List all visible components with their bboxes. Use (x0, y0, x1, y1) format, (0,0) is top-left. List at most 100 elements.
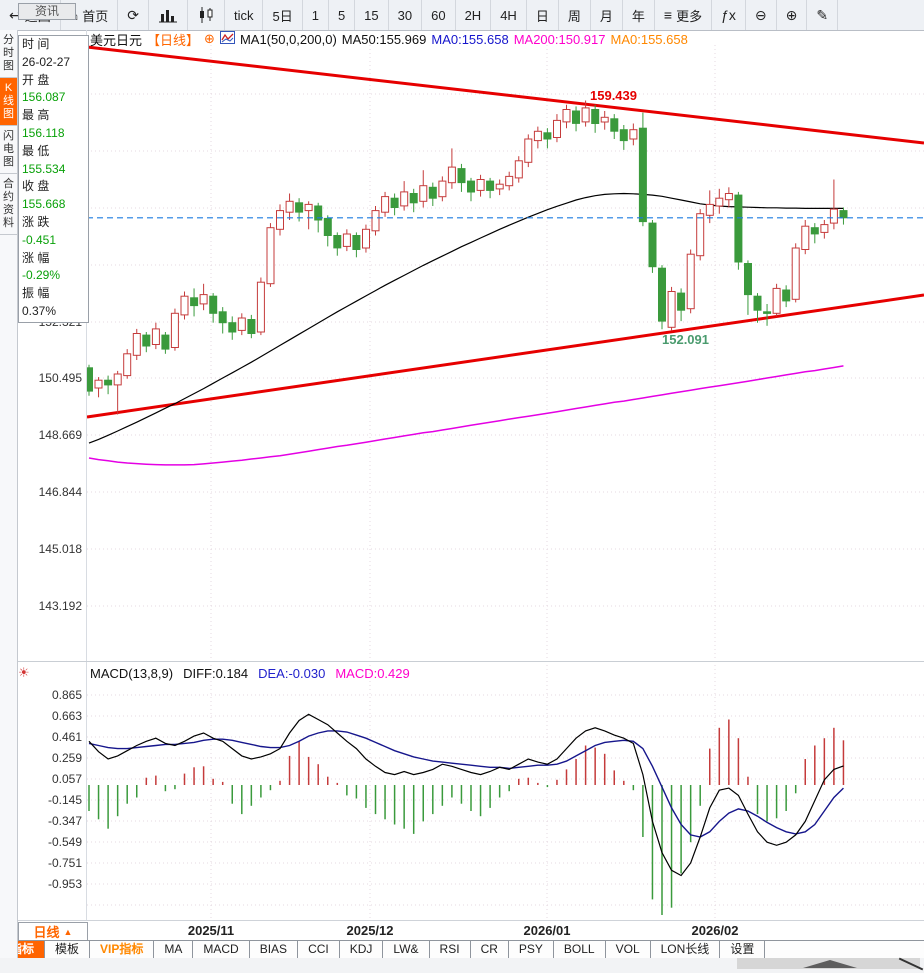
toolbar-item-label: 30 (397, 7, 413, 23)
indicator-tab-VIP指标[interactable]: VIP指标 (90, 941, 155, 959)
axis-tick-label: 143.192 (38, 599, 82, 613)
indicator-tab-KDJ[interactable]: KDJ (340, 941, 384, 959)
indicator-fx-button[interactable]: ƒx (712, 0, 746, 30)
toolbar-item-label: 4H (500, 7, 517, 23)
period-year[interactable]: 年 (623, 0, 655, 30)
ma200-value: MA200:150.917 (513, 31, 606, 47)
svg-text:152.091: 152.091 (662, 332, 709, 347)
period-tick[interactable]: tick (225, 0, 264, 30)
time-axis: 日线 ▲ 2025/11 2025/12 2026/01 2026/02 (0, 920, 924, 941)
time-axis-label: 2026/01 (523, 923, 571, 938)
axis-tick-label: 0.259 (51, 751, 82, 765)
sidebar-tab-K线图[interactable]: K 线 图 (0, 78, 17, 126)
indicator-tab-设置[interactable]: 设置 (720, 941, 766, 959)
axis-tick-label: 0.057 (51, 772, 82, 786)
sidebar-tab-分时图[interactable]: 分 时 图 (0, 30, 17, 78)
indicator-tab-RSI[interactable]: RSI (430, 941, 471, 959)
candles-icon (197, 7, 215, 23)
info-label: 开 盘 (22, 72, 50, 87)
axis-tick-label: -0.145 (47, 793, 82, 807)
bottom-strip (0, 958, 924, 973)
time-axis-label: 2025/11 (187, 923, 235, 938)
toolbar-item-label: tick (233, 7, 254, 23)
zoom-in-button[interactable]: ⊕ (777, 0, 808, 30)
period-1m[interactable]: 1 (303, 0, 329, 30)
period-day[interactable]: 日 (527, 0, 559, 30)
period-selector-label: 日线 (33, 925, 60, 940)
axis-tick-label: 146.844 (38, 485, 82, 499)
indicator-tab-BIAS[interactable]: BIAS (250, 941, 299, 959)
period-month[interactable]: 月 (591, 0, 623, 30)
ma-settings-label: MA1(50,0,200,0) (239, 31, 337, 47)
refresh-icon: ⟳ (127, 7, 139, 23)
macd-diff-value: DIFF:0.184 (183, 666, 249, 681)
refresh-button[interactable]: ⟳ (118, 0, 149, 30)
zoom-in-icon: ⊕ (785, 7, 798, 23)
indicator-tab-BOLL[interactable]: BOLL (554, 941, 606, 959)
info-label: 涨 幅 (22, 250, 50, 265)
indicator-tab-MA[interactable]: MA (154, 941, 194, 959)
axis-tick-label: -0.953 (47, 877, 82, 891)
indicator-chart-icon[interactable] (219, 31, 235, 47)
more-button[interactable]: ≡ 更多 (655, 0, 713, 30)
indicator-tab-模板[interactable]: 模板 (45, 941, 91, 959)
info-value: -0.451 (22, 232, 57, 247)
period-15m[interactable]: 15 (355, 0, 389, 30)
scroll-arrow-icon (803, 960, 857, 968)
axis-tick-label: 145.018 (38, 542, 82, 556)
zoom-out-button[interactable]: ⊖ (746, 0, 777, 30)
toolbar-item-label: 月 (599, 8, 613, 24)
period-week[interactable]: 周 (559, 0, 591, 30)
period-30m[interactable]: 30 (389, 0, 423, 30)
axis-tick-label: 148.669 (38, 428, 82, 442)
axis-tick-label: 0.865 (51, 688, 82, 702)
indicator-tab-MACD[interactable]: MACD (193, 941, 250, 959)
tab-news-partial[interactable]: 资讯 (18, 3, 76, 20)
panel-divider (0, 661, 924, 662)
time-axis-label: 2026/02 (691, 923, 739, 938)
indicator-tab-CCI[interactable]: CCI (298, 941, 340, 959)
toolbar-item-label: 15 (364, 7, 379, 23)
indicator-tab-VOL[interactable]: VOL (606, 941, 651, 959)
toolbar-item-label: 5日 (272, 8, 293, 24)
indicator-tab-LW&[interactable]: LW& (383, 941, 430, 959)
horizontal-scrollbar[interactable] (737, 958, 920, 969)
info-label: 时 间 (22, 37, 50, 51)
toolbar-item-label: 60 (431, 7, 446, 23)
sidebar-tab-合约资料[interactable]: 合 约 资 料 (0, 174, 17, 235)
info-label: 收 盘 (22, 179, 50, 194)
line-chart-mode-button[interactable] (149, 0, 188, 30)
sidebar-tab-闪电图[interactable]: 闪 电 图 (0, 126, 17, 174)
period-label: 【日线】 (147, 32, 200, 48)
axis-divider (86, 30, 87, 940)
axis-tick-label: -0.751 (47, 856, 82, 870)
indicator-tab-LON长线[interactable]: LON长线 (651, 941, 721, 959)
toolbar-item-label: 2H (464, 7, 482, 23)
candle-chart-mode-button[interactable] (188, 0, 225, 30)
period-4h[interactable]: 4H (491, 0, 527, 30)
ohlc-info-panel: 时 间 26-02-27 开 盘 156.087 最 高 156.118 最 低 155.53… (18, 35, 89, 323)
macd-params: MACD(13,8,9) (90, 666, 174, 681)
info-value: 156.087 (22, 90, 66, 105)
info-label: 振 幅 (22, 286, 50, 301)
price-macd-chart[interactable]: 159.439 152.091 (86, 30, 924, 940)
indicator-tab-PSY[interactable]: PSY (509, 941, 554, 959)
info-label: 涨 跌 (22, 214, 50, 229)
bars-icon (158, 8, 178, 23)
macd-dea-value: DEA:-0.030 (258, 666, 326, 681)
toolbar-item-label: 更多 (676, 8, 703, 24)
period-60m[interactable]: 60 (422, 0, 456, 30)
period-5d[interactable]: 5日 (263, 0, 303, 30)
toolbar-item-label: 5 (337, 7, 346, 23)
add-compare-icon[interactable]: ⊕ (204, 31, 215, 46)
pencil-icon: ✎ (816, 7, 829, 23)
axis-tick-label: -0.549 (47, 835, 82, 849)
period-2h[interactable]: 2H (456, 0, 492, 30)
indicator-tab-CR[interactable]: CR (471, 941, 509, 959)
draw-button[interactable]: ✎ (807, 0, 839, 30)
period-5m[interactable]: 5 (329, 0, 356, 30)
indicator-settings-icon[interactable]: ☀ (18, 665, 30, 680)
period-selector[interactable]: 日线 ▲ (18, 922, 88, 941)
zoom-out-icon: ⊖ (754, 7, 767, 23)
